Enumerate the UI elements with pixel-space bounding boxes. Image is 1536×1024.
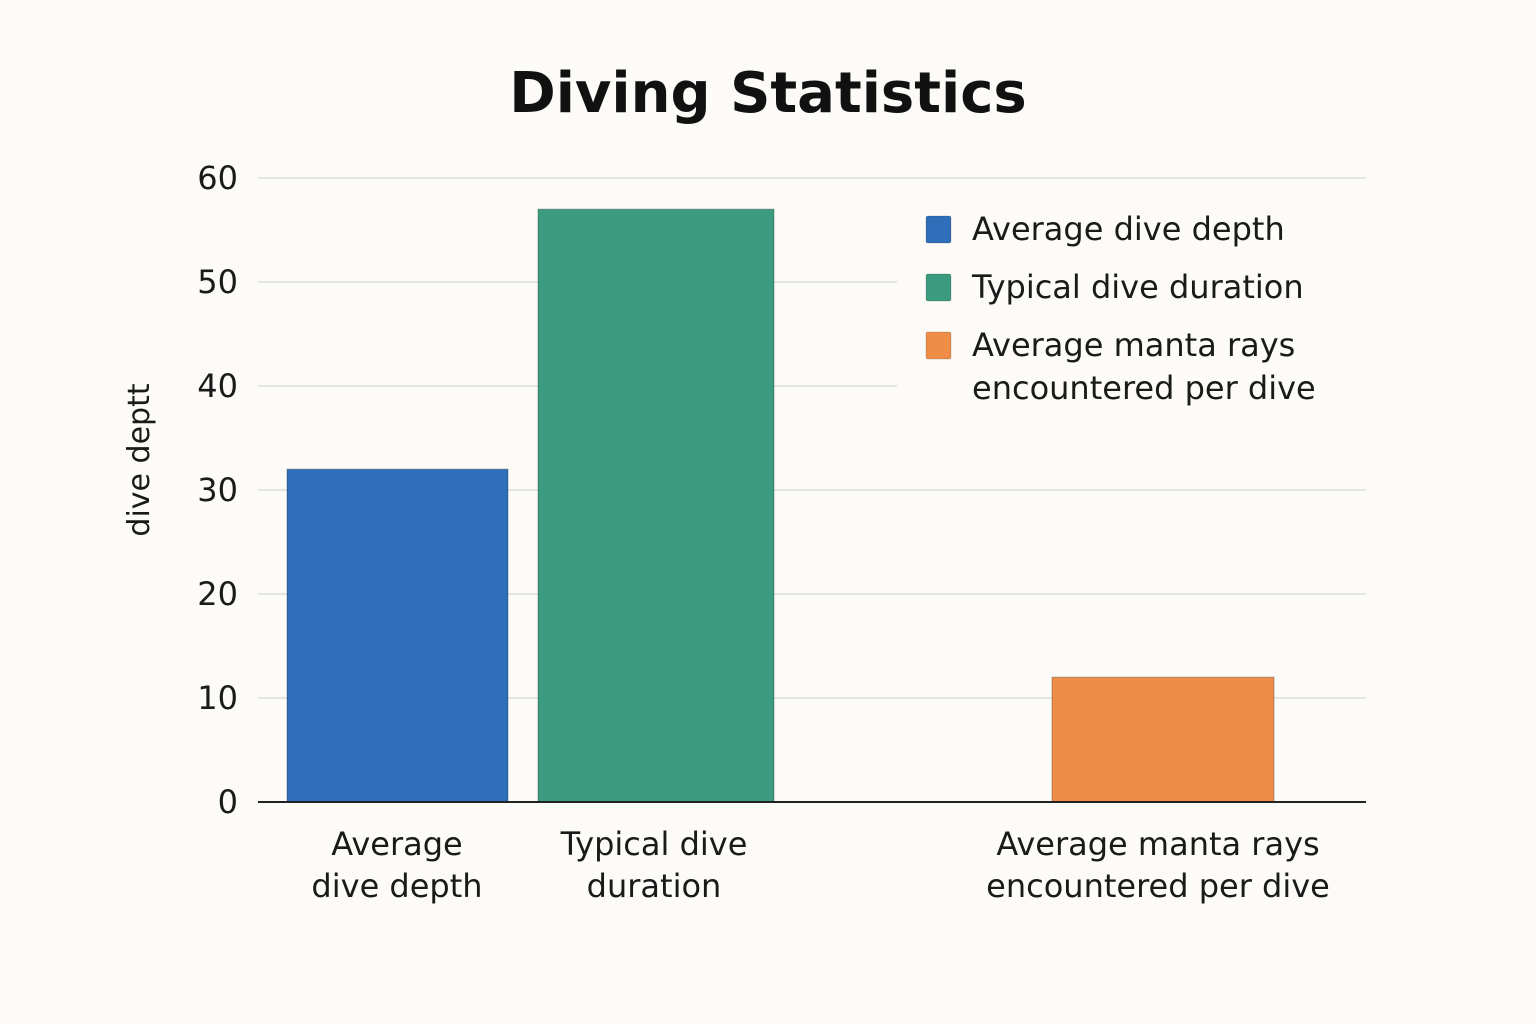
- x-tick-label-3: Average manta rays encountered per dive: [986, 825, 1330, 905]
- x-tick-label-2-line-2: duration: [587, 867, 722, 905]
- y-tick-label-10: 10: [197, 679, 238, 717]
- bar-3: [1051, 676, 1275, 803]
- legend-label-3-line-2: encountered per dive: [972, 369, 1316, 407]
- x-tick-label-1: Average dive depth: [311, 825, 482, 905]
- x-tick-label-3-line-1: Average manta rays: [996, 825, 1319, 863]
- y-tick-label-40: 40: [197, 367, 238, 405]
- y-tick-label-0: 0: [218, 783, 238, 821]
- legend: Average dive depth Typical dive duration A…: [897, 195, 1366, 410]
- legend-label-1: Average dive depth: [972, 210, 1285, 248]
- legend-label-2: Typical dive duration: [971, 268, 1304, 306]
- legend-label-3: Average manta rays encountered per dive: [972, 326, 1316, 407]
- x-tick-label-2: Typical dive duration: [560, 825, 748, 905]
- legend-swatch-3: [925, 331, 952, 360]
- y-tick-label-20: 20: [197, 575, 238, 613]
- chart-title: Diving Statistics: [509, 61, 1027, 126]
- bars: [286, 208, 1275, 803]
- legend-label-1-line-1: Average dive depth: [972, 210, 1285, 248]
- y-tick-label-60: 60: [197, 159, 238, 197]
- x-tick-label-1-line-1: Average: [331, 825, 462, 863]
- bar-1: [286, 468, 509, 803]
- bar-2: [537, 208, 775, 803]
- legend-background: [897, 195, 1366, 410]
- legend-swatch-2: [925, 273, 952, 302]
- legend-label-3-line-1: Average manta rays: [972, 326, 1295, 364]
- x-tick-label-2-line-1: Typical dive: [560, 825, 748, 863]
- y-axis-ticks: 0 10 20 30 40 50 60: [197, 159, 238, 821]
- legend-swatch-1: [925, 215, 952, 244]
- x-axis-categories: Average dive depth Typical dive duration Ave…: [311, 825, 1329, 905]
- y-tick-label-50: 50: [197, 263, 238, 301]
- x-tick-label-1-line-2: dive depth: [311, 867, 482, 905]
- legend-label-2-line-1: Typical dive duration: [971, 268, 1304, 306]
- y-tick-label-30: 30: [197, 471, 238, 509]
- x-tick-label-3-line-2: encountered per dive: [986, 867, 1330, 905]
- y-axis-label: dive deptt: [122, 383, 157, 536]
